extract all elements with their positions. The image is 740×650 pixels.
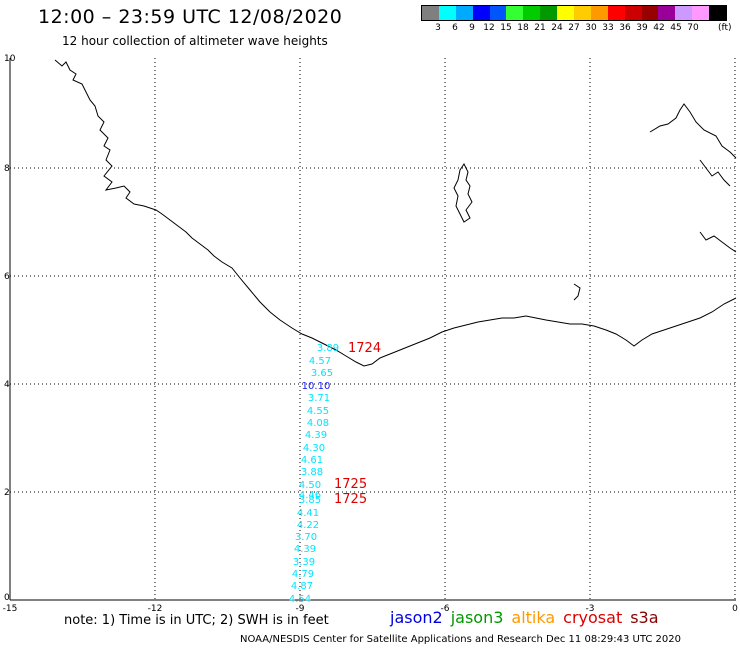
legend-swatch bbox=[489, 6, 507, 20]
footer-credit: NOAA/NESDIS Center for Satellite Applica… bbox=[240, 634, 682, 645]
coast-islet bbox=[573, 283, 581, 301]
legend-swatch bbox=[523, 6, 541, 20]
wave-height-label: 3.39 bbox=[293, 557, 315, 568]
wave-height-label: 4.46 bbox=[299, 490, 321, 501]
y-axis-tick-label: 10 bbox=[4, 54, 16, 64]
x-axis-tick-label: -3 bbox=[586, 604, 595, 614]
legend-swatch bbox=[624, 6, 642, 20]
x-axis-tick-label: -15 bbox=[3, 604, 18, 614]
legend-tick-label: 6 bbox=[452, 23, 458, 33]
wave-height-label: 3.71 bbox=[308, 393, 330, 404]
satellite-jason2-label: jason2 bbox=[390, 608, 443, 627]
wave-height-label: 3.85 bbox=[299, 495, 321, 506]
northeast-inlet bbox=[699, 159, 731, 187]
legend-labels: (ft) 3 6 9 12 15 18 21 24 27 30 33 36 39 42 45 70 bbox=[421, 21, 731, 33]
y-axis-tick-label: 6 bbox=[4, 272, 10, 282]
y-axis-tick-label: 4 bbox=[4, 380, 10, 390]
x-axis-tick-label: -12 bbox=[148, 604, 163, 614]
y-axis-tick-label: 2 bbox=[4, 488, 10, 498]
east-coast-island bbox=[453, 163, 473, 223]
legend-swatch bbox=[540, 6, 558, 20]
legend-tick-label: 15 bbox=[500, 23, 512, 33]
legend-swatch bbox=[709, 6, 727, 20]
x-axis-tick-label: -6 bbox=[441, 604, 450, 614]
units-note: note: 1) Time is in UTC; 2) SWH is in fe… bbox=[64, 613, 329, 628]
y-axis-tick-label: 8 bbox=[4, 164, 10, 174]
legend-tick-label: 42 bbox=[653, 23, 665, 33]
legend-tick-label: 70 bbox=[687, 23, 699, 33]
legend-swatch bbox=[506, 6, 524, 20]
pass-time-label: 1725 bbox=[334, 477, 367, 492]
legend-swatch bbox=[590, 6, 608, 20]
wave-height-label: 3.89 bbox=[317, 343, 339, 354]
wave-height-label: 4.08 bbox=[307, 418, 329, 429]
legend-tick-label: 39 bbox=[636, 23, 648, 33]
wave-height-label: 4.30 bbox=[303, 443, 325, 454]
wave-height-label: 4.87 bbox=[291, 581, 313, 592]
legend-swatch bbox=[641, 6, 659, 20]
grid-lines bbox=[9, 58, 736, 601]
pass-time-label: 1725 bbox=[334, 492, 367, 507]
y-axis-tick-label: 0 bbox=[4, 593, 10, 603]
satellite-s3a-label: s3a bbox=[630, 608, 659, 627]
legend-tick-label: 3 bbox=[435, 23, 441, 33]
satellite-cryosat-label: cryosat bbox=[563, 608, 623, 627]
legend-tick-label: 12 bbox=[483, 23, 495, 33]
wave-height-label: 4.39 bbox=[305, 430, 327, 441]
wave-height-points: 3.894.573.6510.103.714.554.084.394.304.6… bbox=[289, 343, 339, 605]
x-axis-labels: -15 -12 -9 -6 -3 0 bbox=[3, 604, 738, 614]
wave-height-label: 4.55 bbox=[307, 406, 329, 417]
legend-tick-label: 21 bbox=[534, 23, 546, 33]
pass-time-label: 1724 bbox=[348, 341, 381, 356]
map-subtitle: 12 hour collection of altimeter wave hei… bbox=[62, 34, 328, 48]
legend-tick-label: 24 bbox=[551, 23, 563, 33]
legend-swatch bbox=[422, 6, 439, 20]
x-axis-tick-label: -9 bbox=[296, 604, 305, 614]
legend-swatch bbox=[658, 6, 676, 20]
wave-height-label: 4.54 bbox=[289, 594, 311, 605]
legend-color-bar bbox=[421, 5, 727, 21]
wave-height-label: 4.39 bbox=[294, 544, 316, 555]
satellite-jason3-label: jason3 bbox=[450, 608, 504, 627]
legend-tick-label: 27 bbox=[568, 23, 580, 33]
wave-height-label: 3.70 bbox=[295, 532, 317, 543]
legend-swatch bbox=[675, 6, 693, 20]
wave-height-label: 4.79 bbox=[292, 569, 314, 580]
coastline bbox=[54, 59, 737, 367]
wave-height-label: 10.10 bbox=[302, 381, 331, 392]
legend-unit: (ft) bbox=[718, 23, 732, 33]
legend-swatch bbox=[574, 6, 591, 20]
satellite-altika-label: altika bbox=[511, 608, 556, 627]
x-axis-tick-label: 0 bbox=[732, 604, 738, 614]
legend-swatch bbox=[438, 6, 456, 20]
legend-swatch bbox=[455, 6, 473, 20]
satellite-legend: jason2 jason3 altika cryosat s3a bbox=[390, 608, 667, 627]
wave-height-label: 4.57 bbox=[309, 356, 331, 367]
legend-tick-label: 33 bbox=[602, 23, 614, 33]
legend-tick-label: 18 bbox=[517, 23, 529, 33]
wave-height-color-legend: (ft) 3 6 9 12 15 18 21 24 27 30 33 36 39 42 45 70 bbox=[421, 5, 732, 33]
wave-height-label: 4.50 bbox=[299, 480, 321, 491]
west-africa-coastline bbox=[54, 59, 737, 367]
wave-height-label: 3.88 bbox=[301, 467, 323, 478]
east-coast-bay bbox=[699, 231, 737, 253]
legend-tick-label: 45 bbox=[670, 23, 682, 33]
map-title: 12:00 – 23:59 UTC 12/08/2020 bbox=[38, 6, 343, 28]
legend-swatch bbox=[557, 6, 575, 20]
wave-height-label: 4.61 bbox=[301, 455, 323, 466]
legend-tick-label: 9 bbox=[469, 23, 475, 33]
wave-height-label: 4.41 bbox=[297, 508, 319, 519]
legend-tick-label: 30 bbox=[585, 23, 597, 33]
legend-tick-label: 36 bbox=[619, 23, 631, 33]
y-axis-labels: 10 8 6 4 2 0 bbox=[4, 54, 16, 603]
wave-height-label: 4.22 bbox=[297, 520, 319, 531]
northeast-coast bbox=[649, 103, 737, 159]
legend-swatch bbox=[472, 6, 490, 20]
legend-swatch bbox=[692, 6, 710, 20]
legend-swatch bbox=[607, 6, 625, 20]
wave-height-label: 3.65 bbox=[311, 368, 333, 379]
